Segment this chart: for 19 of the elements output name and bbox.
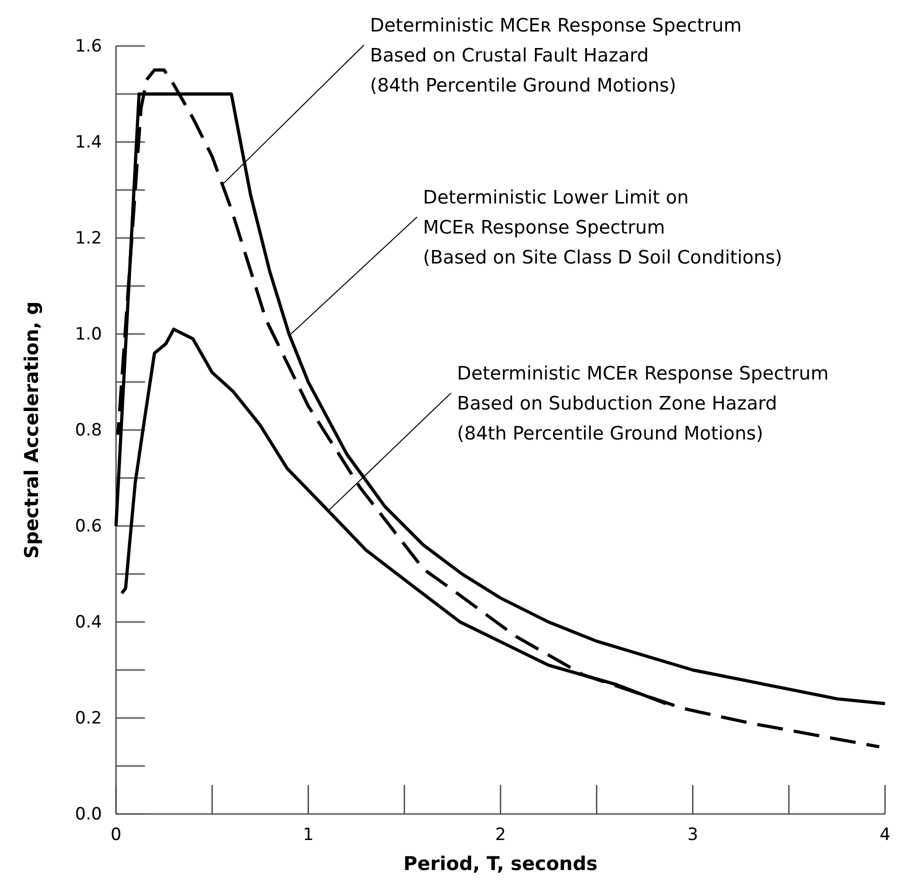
annotation: Deterministic MCEʀ Response Spectrum Based on Crustal Fault Hazard (84th Percentile Ground Motions) (370, 15, 742, 96)
y-tick-label: 0.4 (74, 612, 102, 632)
y-tick-label: 0.6 (74, 516, 102, 536)
y-tick-label: 0.8 (74, 420, 102, 440)
y-tick-label: 1.6 (74, 36, 102, 56)
y-tick-label: 1.2 (74, 228, 102, 248)
x-tick-label: 1 (302, 825, 314, 846)
x-tick-label: 0 (110, 825, 122, 846)
annotation: Deterministic Lower Limit on MCEʀ Response Spectrum (Based on Site Class D Soil Conditions) (423, 187, 782, 268)
x-tick-label: 4 (880, 825, 890, 846)
y-tick-label: 0.0 (74, 804, 102, 824)
y-tick-label: 0.2 (74, 708, 102, 728)
annotation: Deterministic MCEʀ Response Spectrum Based on Subduction Zone Hazard (84th Percentile Ground Motions) (457, 363, 829, 444)
x-axis-title: Period, T, seconds (403, 853, 598, 875)
x-tick-label: 2 (495, 825, 506, 846)
y-axis-title: Spectral Acceleration, g (21, 301, 43, 559)
y-tick-label: 1.4 (74, 132, 102, 152)
x-tick-label: 3 (687, 825, 698, 846)
y-tick-label: 1.0 (74, 324, 102, 344)
